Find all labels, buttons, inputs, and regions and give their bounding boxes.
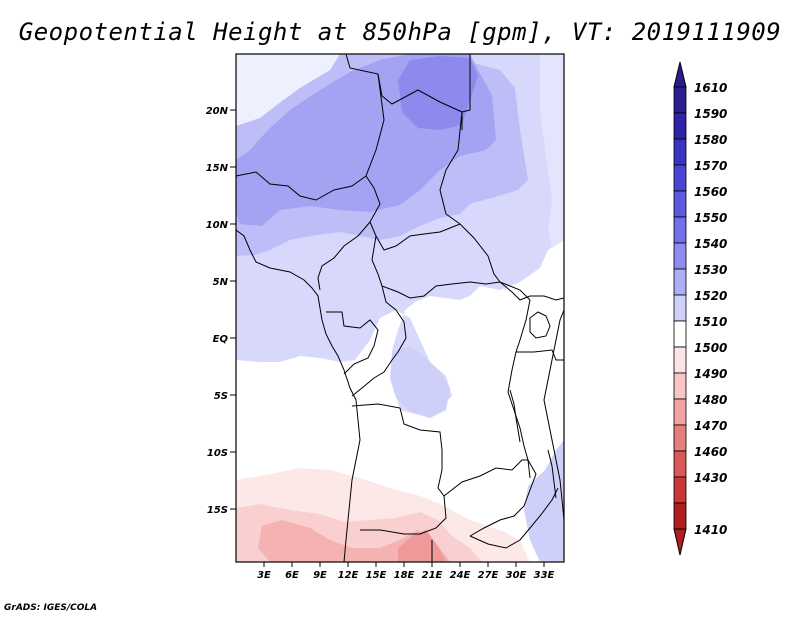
grads-credit: GrADS: IGES/COLA [4,603,98,613]
colorbar-top-arrow [673,61,687,88]
lon-tick-label: 3E [257,570,271,581]
colorbar-label: 1430 [694,471,727,485]
colorbar-cell [673,294,687,322]
colorbar-cell [673,502,687,530]
colorbar-cell [673,164,687,192]
border-libya-egypt [461,54,471,130]
lake-tanganyika [509,389,521,443]
field-region-1480 [398,530,446,562]
lon-axis: 3E 6E 9E 12E 15E 18E 21E 24E 27E 30E 33E [257,562,555,581]
lon-tick-label: 6E [285,570,299,581]
lat-tick-label: 15N [206,163,229,174]
colorbar-label: 1580 [694,133,727,147]
colorbar-cell [673,346,687,374]
lon-tick-label: 30E [506,570,527,581]
colorbar-label: 1530 [694,263,727,277]
lon-tick-label: 15E [366,570,387,581]
colorbar-bottom-arrow [673,528,687,556]
lat-axis: 20N 15N 10N 5N EQ 5S 10S 15S [206,106,236,516]
colorbar-cells [673,86,687,530]
colorbar-label: 1520 [694,289,727,303]
lon-tick-label: 24E [450,570,471,581]
colorbar-label: 1610 [694,81,727,95]
map-plot-area [236,54,564,562]
border-car [371,235,531,301]
lon-tick-label: 18E [394,570,415,581]
border-drc-east [507,351,531,479]
border-angola [351,403,447,535]
border-gabon [326,311,379,375]
colorbar-cell [673,372,687,400]
colorbar-cell [673,450,687,478]
colorbar-label: 1460 [694,445,727,459]
colorbar-cell [673,86,687,114]
lon-tick-label: 27E [478,570,499,581]
border-north [345,54,463,113]
colorbar-cell [673,242,687,270]
border-congo-drc [351,285,407,397]
colorbar-label: 1540 [694,237,727,251]
colorbar-label: 1470 [694,419,727,433]
lat-tick-label: 15S [207,505,228,516]
field-region-1560 [398,56,478,130]
lon-tick-label: 21E [422,570,443,581]
lat-tick-label: EQ [213,334,229,345]
colorbar-label: 1490 [694,367,727,381]
lat-tick-label: 5N [213,277,229,288]
colorbar-label: 1590 [694,107,727,121]
colorbar-cell [673,268,687,296]
field-region-north-white [236,54,340,126]
field-region-congo [390,346,450,418]
colorbar-cell [673,138,687,166]
colorbar-cell [673,476,687,504]
map-title: Geopotential Height at 850hPa [gpm], VT:… [18,18,782,46]
lat-tick-label: 10N [206,220,229,231]
lake-malawi [547,449,557,499]
border-south-sudan [499,281,564,301]
colorbar-cell [673,216,687,244]
coastline-west [236,229,361,562]
map-boundaries [236,54,564,562]
colorbar-cell [673,190,687,218]
border-nigeria [236,171,367,201]
colorbar-cell [673,112,687,140]
lon-tick-label: 33E [534,570,555,581]
colorbar-label: 1550 [694,211,727,225]
border-uganda-kenya [515,299,564,361]
border-zimbabwe [469,487,559,549]
colorbar-label: 1570 [694,159,727,173]
border-nigeria-cameroon [317,221,371,291]
colorbar-label: 1410 [694,523,727,537]
lon-tick-label: 12E [338,570,359,581]
colorbar-label: 1560 [694,185,727,199]
border-niger-chad [365,73,461,251]
border-chad-sudan [439,111,501,283]
colorbar-label: 1500 [694,341,727,355]
colorbar-cell [673,398,687,426]
colorbar: 1610 1590 1580 1570 1560 1550 1540 1530 … [673,61,727,556]
colorbar-label: 1480 [694,393,727,407]
field-region-east [540,54,564,248]
lat-tick-label: 20N [206,106,229,117]
colorbar-cell [673,320,687,348]
field-region-southeast [524,440,564,562]
lon-tick-label: 9E [313,570,327,581]
colorbar-label: 1510 [694,315,727,329]
colorbar-cell [673,424,687,452]
lake-victoria [529,311,551,339]
lat-tick-label: 10S [207,448,228,459]
border-zambia [443,459,537,537]
lat-tick-label: 5S [214,391,228,402]
map-frame [235,53,565,563]
coastline-east [543,309,564,521]
